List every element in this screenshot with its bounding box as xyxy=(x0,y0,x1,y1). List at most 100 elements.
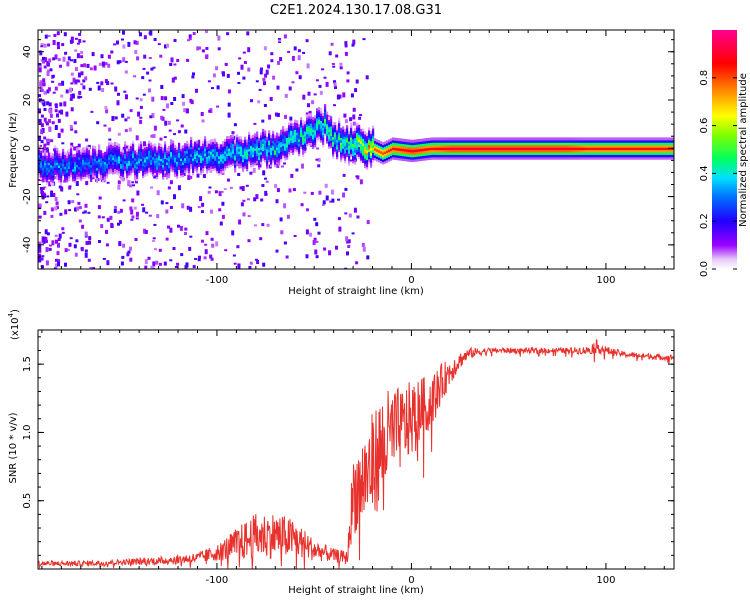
heatmap-cell xyxy=(658,142,661,146)
heatmap-cell xyxy=(406,146,409,150)
heatmap-cell xyxy=(658,149,661,153)
heatmap-cell xyxy=(266,163,269,167)
heatmap-cell xyxy=(302,151,305,155)
heatmap-cell xyxy=(556,149,559,153)
heatmap-cell xyxy=(362,130,365,134)
heatmap-cell xyxy=(72,171,75,175)
heatmap-cell xyxy=(264,132,267,136)
heatmap-cell xyxy=(430,144,433,148)
heatmap-cell xyxy=(190,144,193,148)
heatmap-cell xyxy=(140,153,143,157)
heatmap-noise-cell xyxy=(297,55,301,61)
heatmap-cell xyxy=(322,115,325,119)
heatmap-cell xyxy=(148,157,151,161)
heatmap-cell xyxy=(38,152,41,156)
heatmap-cell xyxy=(62,161,65,164)
heatmap-noise-cell xyxy=(38,245,42,249)
heatmap-noise-cell xyxy=(366,255,370,260)
heatmap-cell xyxy=(110,170,113,174)
heatmap-cell xyxy=(354,137,357,141)
heatmap-cell xyxy=(468,151,471,155)
heatmap-cell xyxy=(82,171,85,175)
heatmap-cell xyxy=(454,144,457,148)
heatmap-cell xyxy=(274,144,277,148)
heatmap-cell xyxy=(262,138,265,142)
heatmap-cell xyxy=(216,160,219,164)
heatmap-cell xyxy=(324,108,327,112)
heatmap-cell xyxy=(460,156,463,160)
heatmap-cell xyxy=(166,149,169,153)
heatmap-cell xyxy=(546,139,549,143)
heatmap-cell xyxy=(614,151,617,155)
heatmap-cell xyxy=(184,164,187,168)
heatmap-noise-cell xyxy=(332,65,336,68)
heatmap-cell xyxy=(580,156,583,160)
heatmap-noise-cell xyxy=(90,110,94,113)
heatmap-cell xyxy=(138,150,141,154)
heatmap-noise-cell xyxy=(114,86,118,92)
heatmap-cell xyxy=(266,151,269,155)
heatmap-cell xyxy=(370,145,373,149)
heatmap-noise-cell xyxy=(54,125,58,130)
heatmap-noise-cell xyxy=(362,38,366,41)
heatmap-cell xyxy=(206,141,209,145)
heatmap-noise-cell xyxy=(333,104,336,107)
heatmap-cell xyxy=(368,137,371,141)
heatmap-noise-cell xyxy=(46,232,50,236)
heatmap-cell xyxy=(652,139,655,143)
heatmap-cell xyxy=(292,135,295,139)
heatmap-noise-cell xyxy=(351,43,355,47)
heatmap-cell xyxy=(350,124,353,128)
heatmap-noise-cell xyxy=(151,96,155,102)
heatmap-cell xyxy=(460,151,463,155)
heatmap-cell xyxy=(308,113,311,117)
heatmap-cell xyxy=(470,142,473,146)
heatmap-cell xyxy=(294,126,297,130)
heatmap-cell xyxy=(258,140,261,144)
heatmap-cell xyxy=(212,160,215,164)
heatmap-cell xyxy=(92,174,95,178)
heatmap-cell xyxy=(348,153,351,156)
heatmap-cell xyxy=(574,147,577,151)
heatmap-cell xyxy=(276,142,279,146)
heatmap-cell xyxy=(590,151,593,155)
heatmap-cell xyxy=(160,156,163,159)
heatmap-cell xyxy=(514,149,517,153)
heatmap-cell xyxy=(96,162,99,166)
heatmap-cell xyxy=(358,139,361,143)
heatmap-noise-cell xyxy=(186,58,190,62)
heatmap-cell xyxy=(346,144,349,148)
heatmap-cell xyxy=(132,155,135,159)
heatmap-cell xyxy=(50,159,53,163)
heatmap-cell xyxy=(508,139,511,143)
heatmap-cell xyxy=(260,151,263,155)
heatmap-cell xyxy=(88,163,91,167)
heatmap-cell xyxy=(576,147,579,151)
heatmap-cell xyxy=(302,141,305,145)
heatmap-cell xyxy=(654,151,657,155)
heatmap-cell xyxy=(278,147,281,151)
heatmap-cell xyxy=(112,159,115,163)
heatmap-cell xyxy=(202,148,205,151)
heatmap-cell xyxy=(310,140,313,143)
heatmap-cell xyxy=(320,130,323,133)
heatmap-cell xyxy=(164,165,167,169)
heatmap-cell xyxy=(632,149,635,153)
heatmap-cell xyxy=(188,165,191,169)
heatmap-cell xyxy=(498,156,501,160)
heatmap-cell xyxy=(264,142,267,146)
heatmap-cell xyxy=(150,147,153,151)
heatmap-noise-cell xyxy=(100,54,104,59)
heatmap-cell xyxy=(420,141,423,145)
heatmap-cell xyxy=(394,142,397,146)
heatmap-cell xyxy=(248,151,251,154)
heatmap-cell xyxy=(572,147,575,151)
heatmap-cell xyxy=(276,134,279,138)
heatmap-noise-cell xyxy=(313,237,317,241)
heatmap-cell xyxy=(340,151,343,155)
heatmap-cell xyxy=(196,155,199,159)
heatmap-cell xyxy=(310,113,313,117)
heatmap-cell xyxy=(330,140,333,144)
heatmap-cell xyxy=(98,166,101,170)
heatmap-noise-cell xyxy=(52,91,56,94)
